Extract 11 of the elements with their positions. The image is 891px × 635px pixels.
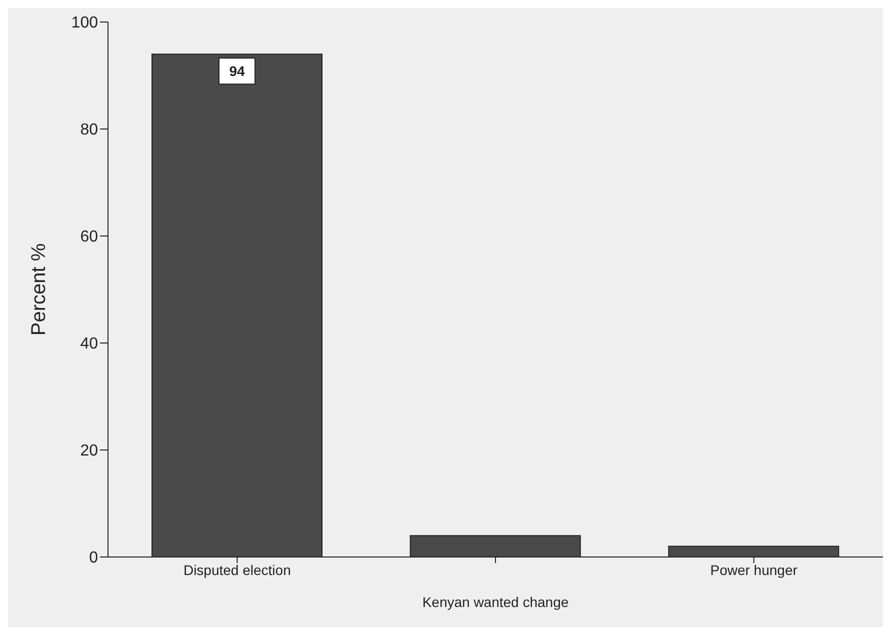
y-tick-label: 80: [80, 122, 98, 139]
y-tick-label: 20: [80, 442, 98, 460]
x-tick-label: Disputed election: [183, 562, 291, 578]
y-tick-label: 60: [80, 228, 98, 246]
y-tick-label: 100: [71, 14, 98, 32]
y-tick-label: 40: [80, 336, 98, 353]
data-label: 94: [229, 63, 245, 80]
y-axis-title: Percent %: [28, 243, 50, 336]
x-axis-title: Kenyan wanted change: [422, 594, 569, 610]
x-tick-label: Power hunger: [710, 562, 798, 578]
y-tick-label: 0: [89, 550, 98, 567]
